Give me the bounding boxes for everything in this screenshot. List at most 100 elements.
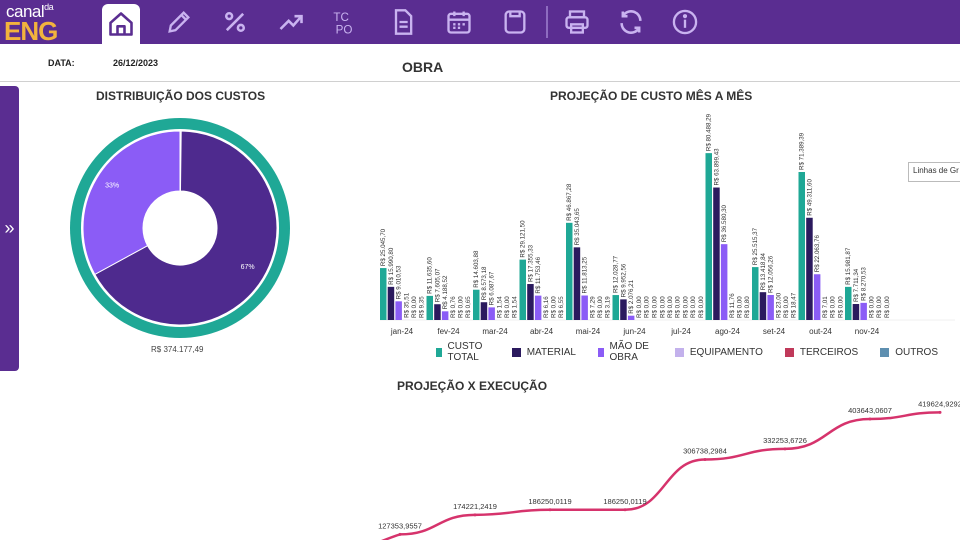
date-value: 26/12/2023 — [113, 58, 159, 68]
legend-item[interactable]: OUTROS — [880, 341, 938, 363]
x-tick-label: jan-24 — [390, 327, 414, 336]
bar-value-label: R$ 9,35 — [419, 296, 426, 318]
bar-value-label: R$ 7.711,34 — [853, 268, 860, 302]
printer-icon[interactable] — [560, 5, 594, 39]
bar[interactable] — [527, 284, 534, 320]
bar[interactable] — [759, 292, 767, 320]
bar-value-label: R$ 80.488,29 — [706, 113, 713, 151]
bar-value-label: R$ 0,00 — [667, 296, 674, 318]
info-icon[interactable] — [668, 5, 702, 39]
bar[interactable] — [434, 304, 441, 320]
donut-slice[interactable] — [94, 130, 278, 326]
bar-value-label: R$ 0,00 — [651, 296, 658, 318]
bar[interactable] — [534, 295, 542, 320]
bar[interactable] — [612, 295, 620, 320]
bar-value-label: R$ 3,19 — [605, 296, 612, 318]
bar-value-label: R$ 0,00 — [884, 296, 891, 318]
bar-value-label: R$ 6,55 — [558, 296, 565, 318]
brand-line2: ENG — [4, 16, 58, 46]
line-point[interactable] — [548, 508, 552, 512]
bar[interactable] — [473, 289, 480, 320]
bar-value-label: R$ 0,00 — [682, 296, 689, 318]
bar[interactable] — [566, 222, 573, 320]
bar-value-label: R$ 0,76 — [450, 296, 457, 318]
bar[interactable] — [480, 302, 488, 320]
bar-chart: R$ 25.045,70R$ 15.990,80 R$ 9.010,53R$ 35… — [380, 113, 955, 336]
bar-chart-title: PROJEÇÃO DE CUSTO MÊS A MÊS — [550, 89, 753, 103]
line-point[interactable] — [473, 513, 477, 517]
x-tick-label: nov-24 — [855, 327, 880, 336]
line-chart-title: PROJEÇÃO X EXECUÇÃO — [397, 379, 548, 393]
legend-label: MATERIAL — [526, 346, 576, 358]
bar[interactable] — [860, 302, 867, 320]
bar-value-label: R$ 18,47 — [791, 292, 798, 318]
bar-value-label: R$ 12.028,77 — [613, 255, 620, 293]
bar[interactable] — [380, 268, 387, 320]
bar[interactable] — [573, 247, 581, 320]
bar-value-label: R$ 14.603,88 — [473, 250, 480, 288]
donut-slice[interactable] — [82, 130, 181, 276]
bar-value-label: R$ 0,00 — [783, 296, 790, 318]
document-icon[interactable] — [386, 5, 420, 39]
refresh-icon[interactable] — [614, 5, 648, 39]
bar-value-label: R$ 0,00 — [551, 296, 558, 318]
pencil-icon[interactable] — [162, 5, 196, 39]
tcpo-icon[interactable]: TC PO — [328, 5, 362, 39]
bar[interactable] — [813, 274, 821, 320]
bar[interactable] — [806, 217, 813, 320]
bar[interactable] — [387, 286, 395, 320]
bar[interactable] — [752, 267, 759, 320]
bar[interactable] — [852, 304, 860, 320]
bar[interactable] — [426, 295, 434, 320]
legend-item[interactable]: MÃO DE OBRA — [598, 341, 653, 363]
bar[interactable] — [488, 307, 495, 320]
percent-icon[interactable] — [218, 5, 252, 39]
brand-line1: canalda — [6, 2, 54, 21]
trend-icon[interactable] — [274, 5, 308, 39]
legend-swatch — [784, 347, 794, 357]
bar[interactable] — [519, 259, 527, 320]
brand-logo[interactable]: canalda ENG — [4, 2, 70, 46]
bar-value-label: R$ 35.043,65 — [574, 208, 581, 246]
chart-tooltip: Linhas de Gr — [908, 162, 960, 182]
line-point[interactable] — [868, 417, 872, 421]
x-tick-label: out-24 — [809, 327, 832, 336]
x-tick-label: set-24 — [763, 327, 786, 336]
bar[interactable] — [705, 153, 713, 320]
bar-value-label: R$ 0,00 — [644, 296, 651, 318]
line-point[interactable] — [703, 457, 707, 461]
bar[interactable] — [627, 315, 635, 320]
line-point[interactable] — [938, 410, 942, 414]
home-icon[interactable] — [102, 4, 140, 44]
svg-text:PO: PO — [336, 24, 353, 36]
bar[interactable] — [845, 286, 852, 320]
legend-item[interactable]: MATERIAL — [511, 341, 576, 363]
bar[interactable] — [581, 295, 588, 320]
bar[interactable] — [720, 244, 728, 320]
bar[interactable] — [798, 171, 806, 320]
bar[interactable] — [767, 295, 774, 320]
line-point[interactable] — [783, 447, 787, 451]
legend-label: CUSTO TOTAL — [447, 341, 483, 363]
side-panel-toggle[interactable]: » — [0, 86, 19, 371]
legend-item[interactable]: CUSTO TOTAL — [436, 341, 490, 363]
bar-value-label: R$ 2.076,21 — [628, 279, 635, 313]
legend-swatch — [511, 347, 521, 357]
clipboard-icon[interactable] — [498, 5, 532, 39]
bar[interactable] — [620, 299, 627, 320]
bar[interactable] — [441, 311, 449, 320]
bar[interactable] — [713, 187, 720, 320]
bar-value-label: R$ 4.188,52 — [442, 275, 449, 309]
legend-label: OUTROS — [895, 346, 938, 358]
page-title: OBRA — [402, 59, 444, 75]
legend-item[interactable]: EQUIPAMENTO — [674, 341, 763, 363]
donut-slice-label: 67% — [241, 264, 255, 271]
line-point[interactable] — [623, 508, 627, 512]
line-point-label: 186250,0119 — [528, 497, 571, 506]
line-point[interactable] — [398, 532, 402, 536]
calendar-icon[interactable] — [442, 5, 476, 39]
bar-value-label: R$ 63.899,43 — [713, 148, 720, 186]
bar-value-label: R$ 36.580,30 — [721, 204, 728, 242]
legend-item[interactable]: TERCEIROS — [784, 341, 858, 363]
bar[interactable] — [395, 301, 402, 320]
